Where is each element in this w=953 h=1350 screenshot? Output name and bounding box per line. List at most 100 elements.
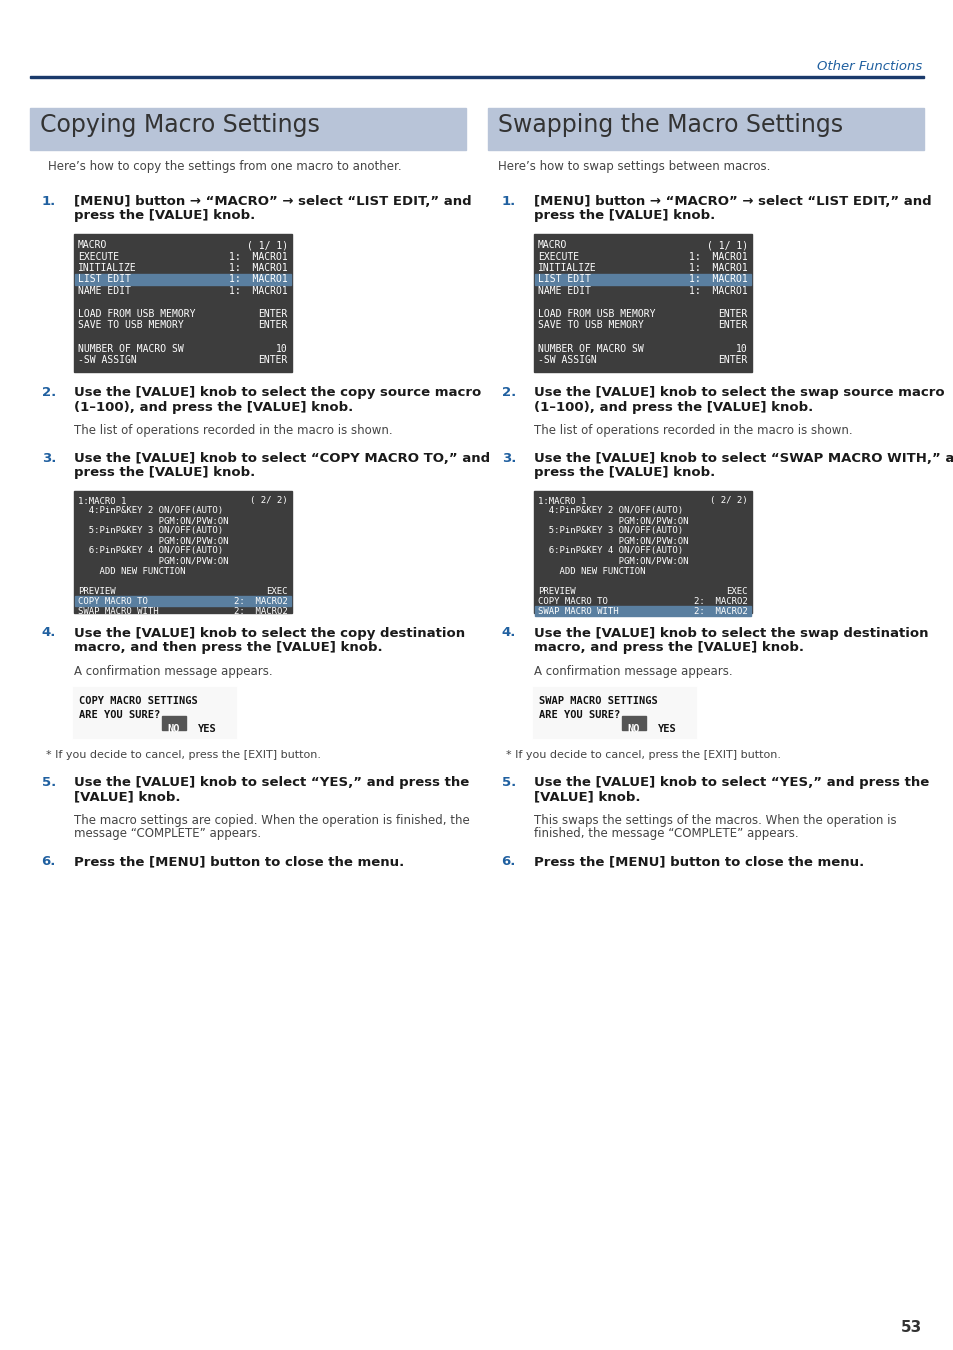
Text: The macro settings are copied. When the operation is finished, the: The macro settings are copied. When the … [74, 814, 469, 828]
Text: PGM:ON/PVW:ON: PGM:ON/PVW:ON [78, 536, 229, 545]
Text: 5:PinP&KEY 3 ON/OFF(AUTO): 5:PinP&KEY 3 ON/OFF(AUTO) [78, 526, 223, 536]
Text: EXEC: EXEC [726, 586, 747, 595]
Text: ENTER: ENTER [258, 320, 288, 331]
Bar [75, 274, 291, 285]
Text: EXEC: EXEC [266, 586, 288, 595]
Text: Swapping the Macro Settings: Swapping the Macro Settings [497, 113, 842, 136]
Text: ( 1/ 1): ( 1/ 1) [706, 240, 747, 250]
Text: 2:  MACRO2: 2: MACRO2 [694, 606, 747, 616]
Text: 1.: 1. [501, 194, 516, 208]
Text: 1:  MACRO1: 1: MACRO1 [229, 251, 288, 262]
Text: INITIALIZE: INITIALIZE [78, 263, 136, 273]
Text: LOAD FROM USB MEMORY: LOAD FROM USB MEMORY [78, 309, 195, 319]
Text: 4.: 4. [501, 626, 516, 640]
Text: A confirmation message appears.: A confirmation message appears. [74, 664, 273, 678]
Text: 2.: 2. [501, 386, 516, 400]
Bar [534, 234, 751, 373]
Text: 6:PinP&KEY 4 ON/OFF(AUTO): 6:PinP&KEY 4 ON/OFF(AUTO) [537, 547, 682, 555]
Text: 1:  MACRO1: 1: MACRO1 [688, 286, 747, 296]
Text: 1:  MACRO1: 1: MACRO1 [229, 274, 288, 285]
Text: Press the [MENU] button to close the menu.: Press the [MENU] button to close the men… [74, 855, 404, 868]
Text: 6:PinP&KEY 4 ON/OFF(AUTO): 6:PinP&KEY 4 ON/OFF(AUTO) [78, 547, 223, 555]
Bar [534, 688, 696, 738]
Text: 6.: 6. [501, 855, 516, 868]
Bar [74, 688, 235, 738]
Text: 2.: 2. [42, 386, 56, 400]
Text: NAME EDIT: NAME EDIT [78, 286, 131, 296]
Text: SAVE TO USB MEMORY: SAVE TO USB MEMORY [537, 320, 643, 331]
Text: NO: NO [627, 724, 639, 734]
Text: 2:  MACRO2: 2: MACRO2 [694, 597, 747, 606]
Text: NO: NO [168, 724, 180, 734]
Text: LIST EDIT: LIST EDIT [78, 274, 131, 285]
Text: 1:  MACRO1: 1: MACRO1 [229, 286, 288, 296]
Text: Use the [VALUE] knob to select “COPY MACRO TO,” and: Use the [VALUE] knob to select “COPY MAC… [74, 451, 490, 464]
Text: -SW ASSIGN: -SW ASSIGN [78, 355, 136, 364]
Text: press the [VALUE] knob.: press the [VALUE] knob. [534, 209, 715, 223]
Text: message “COMPLETE” appears.: message “COMPLETE” appears. [74, 828, 261, 841]
Text: LIST EDIT: LIST EDIT [537, 274, 590, 285]
Text: INITIALIZE: INITIALIZE [537, 263, 597, 273]
Text: NUMBER OF MACRO SW: NUMBER OF MACRO SW [537, 343, 643, 354]
Text: SWAP MACRO SETTINGS: SWAP MACRO SETTINGS [538, 697, 657, 706]
Text: PGM:ON/PVW:ON: PGM:ON/PVW:ON [78, 517, 229, 525]
Text: 1:MACRO 1: 1:MACRO 1 [537, 497, 586, 505]
Text: Use the [VALUE] knob to select “YES,” and press the: Use the [VALUE] knob to select “YES,” an… [74, 776, 469, 788]
Text: 4:PinP&KEY 2 ON/OFF(AUTO): 4:PinP&KEY 2 ON/OFF(AUTO) [537, 506, 682, 516]
Text: YES: YES [657, 724, 676, 734]
Text: (1–100), and press the [VALUE] knob.: (1–100), and press the [VALUE] knob. [534, 401, 812, 413]
Text: The list of operations recorded in the macro is shown.: The list of operations recorded in the m… [74, 424, 393, 437]
Text: SWAP MACRO WITH: SWAP MACRO WITH [78, 606, 158, 616]
Text: press the [VALUE] knob.: press the [VALUE] knob. [74, 209, 255, 223]
Text: press the [VALUE] knob.: press the [VALUE] knob. [74, 466, 255, 479]
Text: 1:  MACRO1: 1: MACRO1 [229, 263, 288, 273]
Text: The list of operations recorded in the macro is shown.: The list of operations recorded in the m… [534, 424, 852, 437]
Bar [75, 595, 291, 606]
Text: * If you decide to cancel, press the [EXIT] button.: * If you decide to cancel, press the [EX… [46, 751, 320, 760]
Text: macro, and press the [VALUE] knob.: macro, and press the [VALUE] knob. [534, 641, 803, 653]
Text: Use the [VALUE] knob to select the swap destination: Use the [VALUE] knob to select the swap … [534, 626, 927, 640]
Text: 1:  MACRO1: 1: MACRO1 [688, 263, 747, 273]
Text: PGM:ON/PVW:ON: PGM:ON/PVW:ON [537, 517, 688, 525]
Text: Use the [VALUE] knob to select the swap source macro: Use the [VALUE] knob to select the swap … [534, 386, 943, 400]
Text: Other Functions: Other Functions [816, 59, 921, 73]
Text: ADD NEW FUNCTION: ADD NEW FUNCTION [78, 567, 185, 575]
Bar [74, 490, 292, 613]
Bar [30, 76, 923, 78]
Text: finished, the message “COMPLETE” appears.: finished, the message “COMPLETE” appears… [534, 828, 798, 841]
Text: 5.: 5. [501, 776, 516, 788]
Text: ENTER: ENTER [718, 309, 747, 319]
Bar [75, 595, 291, 606]
Text: 2:  MACRO2: 2: MACRO2 [234, 606, 288, 616]
Bar [535, 606, 750, 616]
Text: macro, and then press the [VALUE] knob.: macro, and then press the [VALUE] knob. [74, 641, 382, 653]
Text: EXECUTE: EXECUTE [537, 251, 578, 262]
Text: SAVE TO USB MEMORY: SAVE TO USB MEMORY [78, 320, 184, 331]
Text: Use the [VALUE] knob to select the copy source macro: Use the [VALUE] knob to select the copy … [74, 386, 480, 400]
Text: -SW ASSIGN: -SW ASSIGN [537, 355, 597, 364]
Text: Use the [VALUE] knob to select “YES,” and press the: Use the [VALUE] knob to select “YES,” an… [534, 776, 928, 788]
Text: PREVIEW: PREVIEW [78, 586, 115, 595]
Text: Here’s how to copy the settings from one macro to another.: Here’s how to copy the settings from one… [48, 161, 401, 173]
Text: COPY MACRO TO: COPY MACRO TO [78, 597, 148, 606]
Text: [VALUE] knob.: [VALUE] knob. [74, 791, 180, 803]
Text: ( 1/ 1): ( 1/ 1) [247, 240, 288, 250]
Text: Press the [MENU] button to close the menu.: Press the [MENU] button to close the men… [534, 855, 863, 868]
Text: This swaps the settings of the macros. When the operation is: This swaps the settings of the macros. W… [534, 814, 896, 828]
Bar [621, 716, 645, 730]
Text: MACRO: MACRO [537, 240, 567, 250]
Bar [488, 108, 923, 150]
Text: 10: 10 [276, 343, 288, 354]
Text: Use the [VALUE] knob to select the copy destination: Use the [VALUE] knob to select the copy … [74, 626, 465, 640]
Text: Copying Macro Settings: Copying Macro Settings [40, 113, 319, 136]
Text: Use the [VALUE] knob to select “SWAP MACRO WITH,” and: Use the [VALUE] knob to select “SWAP MAC… [534, 451, 953, 464]
Bar [535, 274, 750, 285]
Text: 2:  MACRO2: 2: MACRO2 [234, 597, 288, 606]
Text: ( 2/ 2): ( 2/ 2) [250, 497, 288, 505]
Text: YES: YES [197, 724, 216, 734]
Text: 1.: 1. [42, 194, 56, 208]
Text: COPY MACRO SETTINGS: COPY MACRO SETTINGS [79, 697, 197, 706]
Text: Here’s how to swap settings between macros.: Here’s how to swap settings between macr… [497, 161, 770, 173]
Text: MACRO: MACRO [78, 240, 108, 250]
Text: 1:  MACRO1: 1: MACRO1 [688, 274, 747, 285]
